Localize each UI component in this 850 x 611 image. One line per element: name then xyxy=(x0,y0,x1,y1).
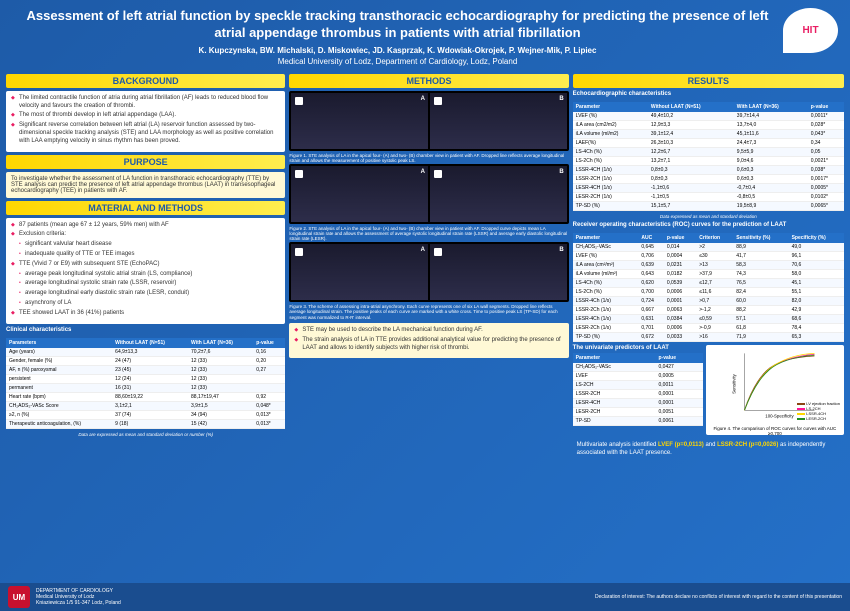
svg-text:Sensitivity: Sensitivity xyxy=(732,373,737,393)
authors: K. Kupczynska, BW. Michalski, D. Miskowi… xyxy=(12,46,783,55)
results-header: RESULTS xyxy=(573,74,844,88)
background-box: The limited contractile function of atri… xyxy=(6,91,285,152)
conclusion-box: STE may be used to describe the LA mecha… xyxy=(289,323,568,358)
clinical-note: Data are expressed as mean and standard … xyxy=(6,432,285,437)
main-title: Assessment of left atrial function by sp… xyxy=(12,8,783,42)
univariate-table: Parameterp-valueCH₂ADS₂-VASc0,0427LVEF0,… xyxy=(573,353,703,426)
clinical-title: Clinical characteristics xyxy=(6,327,285,333)
figure-1: AB xyxy=(289,91,568,151)
figure-2: AB xyxy=(289,164,568,224)
univariate-title: The univariate predictors of LAAT xyxy=(573,345,703,351)
material-box: 87 patients (mean age 67 ± 12 years, 59%… xyxy=(6,218,285,324)
roc-chart: 100-Specificity Sensitivity LV ejection … xyxy=(706,345,844,435)
echo-note: Data expressed as mean and standard devi… xyxy=(573,214,844,219)
echo-title: Echocardiographic characteristics xyxy=(573,91,844,97)
roc-title: Receiver operating characteristics (ROC)… xyxy=(573,222,844,228)
clinical-table: ParametersWithout LAAT (N=51)With LAAT (… xyxy=(6,338,285,429)
roc-table: ParameterAUCp-valueCriterionSensitivity … xyxy=(573,233,844,342)
svg-text:100-Specificity: 100-Specificity xyxy=(765,413,794,418)
multivariate-text: Multivariate analysis identified LVEF (p… xyxy=(573,438,844,462)
purpose-header: PURPOSE xyxy=(6,155,285,169)
header: Assessment of left atrial function by sp… xyxy=(0,0,850,74)
methods-header: METHODS xyxy=(289,74,568,88)
figure-3: AB xyxy=(289,242,568,302)
um-logo: UM xyxy=(8,586,30,608)
background-header: BACKGROUND xyxy=(6,74,285,88)
roc-caption: Figure 4. The comparison of ROC curves f… xyxy=(710,426,840,436)
disclaimer: Declaration of interest: The authors dec… xyxy=(595,594,842,600)
hit-logo: HIT xyxy=(783,8,838,53)
echo-table: ParameterWithout LAAT (N=51)With LAAT (N… xyxy=(573,102,844,211)
material-header: MATERIAL AND METHODS xyxy=(6,201,285,215)
footer: UM DEPARTMENT OF CARDIOLOGY Medical Univ… xyxy=(0,583,850,611)
purpose-box: To investigate whether the assessment of… xyxy=(6,172,285,198)
affiliation: Medical University of Lodz, Department o… xyxy=(12,57,783,66)
